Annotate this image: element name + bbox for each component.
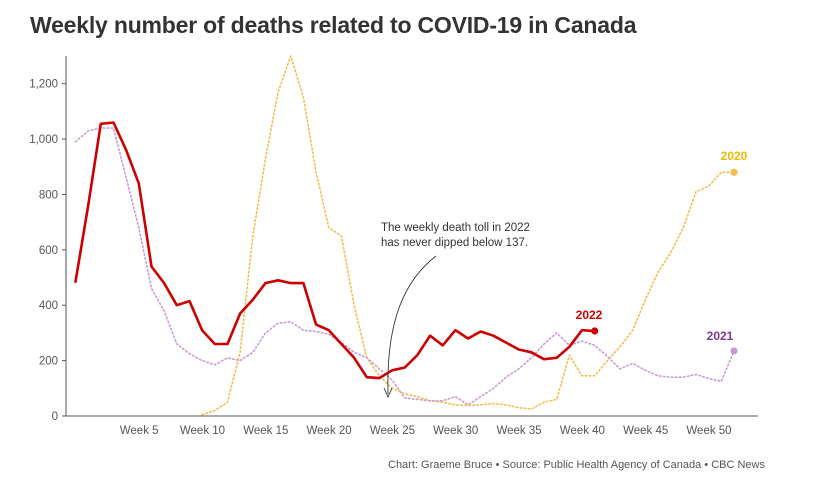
x-tick-label: Week 50	[686, 425, 731, 437]
x-tick-label: Week 5	[120, 425, 159, 437]
y-tick-label: 0	[52, 411, 58, 423]
y-tick-label: 600	[39, 245, 58, 257]
axis-layer: 0 200 400 600 800 1,000 1,200 Week 5 Week 10 Week…	[29, 56, 758, 437]
x-tick-label: Week 35	[496, 425, 541, 437]
x-tick-label: Week 40	[560, 425, 605, 437]
series-2020-end-marker	[730, 168, 738, 176]
series-label-2022: 2022	[576, 308, 603, 322]
series-2020-line	[201, 55, 735, 416]
chart-source: Chart: Graeme Bruce • Source: Public Hea…	[388, 459, 765, 471]
y-tick-label: 400	[39, 300, 58, 312]
y-tick-label: 800	[39, 189, 58, 201]
annotation-line-1: The weekly death toll in 2022	[381, 222, 530, 234]
x-tick-label: Week 45	[623, 425, 668, 437]
series-2022-end-marker	[591, 327, 599, 335]
chart-title: Weekly number of deaths related to COVID…	[30, 12, 637, 38]
x-tick-label: Week 25	[370, 425, 415, 437]
x-tick-label: Week 30	[433, 425, 478, 437]
series-2021-end-marker	[730, 347, 738, 355]
x-tick-label: Week 15	[243, 425, 288, 437]
x-tick-label: Week 10	[180, 425, 225, 437]
annotation-arrow	[387, 255, 437, 395]
y-tick-label: 1,200	[29, 79, 58, 91]
annotation-arrowhead-icon	[383, 387, 393, 399]
y-tick-label: 1,000	[29, 134, 58, 146]
series-label-2020: 2020	[721, 149, 748, 163]
series-2021-line	[74, 127, 735, 406]
series-layer	[74, 55, 738, 416]
series-2022-line	[74, 121, 597, 380]
annotation-layer: The weekly death toll in 2022 has never …	[381, 222, 530, 399]
x-tick-label: Week 20	[307, 425, 352, 437]
annotation-line-2: has never dipped below 137.	[381, 237, 528, 249]
series-label-layer: 2020 2021 2022	[576, 149, 748, 343]
y-tick-label: 200	[39, 356, 58, 368]
series-label-2021: 2021	[707, 329, 734, 343]
